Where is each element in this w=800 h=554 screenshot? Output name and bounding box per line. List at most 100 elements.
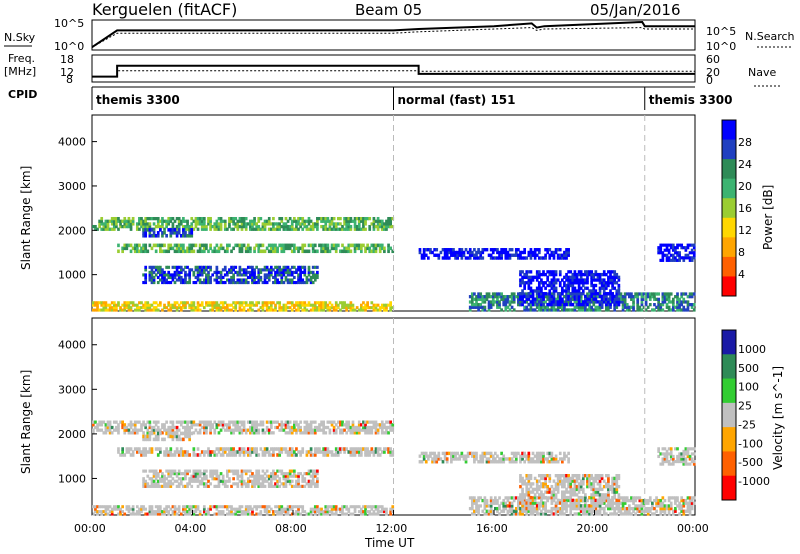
- heatmap-cell: [387, 224, 390, 229]
- heatmap-cell: [244, 227, 248, 231]
- heatmap-cell: [207, 510, 210, 514]
- heatmap-cell: [184, 270, 187, 274]
- heatmap-cell: [309, 303, 313, 307]
- heatmap-cell: [211, 450, 215, 454]
- heatmap-cell: [475, 506, 478, 511]
- heatmap-cell: [535, 302, 539, 307]
- heatmap-cell: [525, 256, 529, 260]
- heatmap-cell: [565, 294, 568, 299]
- heatmap-cell: [226, 512, 229, 516]
- heatmap-cell: [542, 454, 545, 458]
- heatmap-cell: [202, 477, 206, 481]
- heatmap-cell: [565, 253, 568, 257]
- heatmap-cell: [594, 283, 598, 288]
- heatmap-cell: [190, 474, 194, 478]
- heatmap-cell: [286, 474, 290, 478]
- heatmap-cell: [301, 510, 305, 514]
- heatmap-cell: [238, 249, 242, 254]
- heatmap-cell: [477, 295, 480, 299]
- heatmap-cell: [171, 512, 175, 516]
- heatmap-cell: [483, 305, 487, 309]
- heatmap-cell: [540, 302, 543, 307]
- heatmap-cell: [148, 233, 152, 238]
- heatmap-cell: [600, 281, 604, 285]
- heatmap-cell: [581, 289, 585, 293]
- heatmap-cell: [184, 233, 187, 238]
- heatmap-cell: [644, 498, 648, 503]
- heatmap-cell: [219, 301, 223, 305]
- heatmap-cell: [657, 251, 661, 255]
- heatmap-cell: [420, 451, 424, 456]
- heatmap-cell: [297, 505, 300, 509]
- heatmap-cell: [517, 297, 520, 301]
- heatmap-cell: [246, 270, 250, 274]
- heatmap-cell: [219, 512, 223, 516]
- heatmap-cell: [102, 224, 106, 229]
- heatmap-cell: [148, 222, 152, 226]
- heatmap-cell: [355, 431, 359, 435]
- heatmap-cell: [510, 509, 514, 513]
- heatmap-cell: [561, 278, 564, 282]
- heatmap-cell: [169, 308, 173, 312]
- heatmap-cell: [131, 453, 135, 457]
- heatmap-cell: [357, 308, 361, 312]
- heatmap-cell: [177, 275, 181, 280]
- heatmap-cell: [651, 506, 654, 511]
- heatmap-cell: [464, 248, 468, 252]
- heatmap-cell: [167, 270, 171, 274]
- heatmap-cell: [175, 420, 179, 424]
- heatmap-cell: [228, 479, 231, 483]
- heatmap-cell: [523, 248, 527, 252]
- heatmap-cell: [322, 423, 326, 427]
- heatmap-cell: [332, 453, 336, 457]
- heatmap-cell: [370, 301, 374, 305]
- heatmap-cell: [542, 294, 545, 299]
- heatmap-cell: [322, 216, 326, 221]
- heatmap-cell: [592, 272, 596, 277]
- heatmap-cell: [389, 447, 393, 451]
- heatmap-cell: [228, 219, 231, 223]
- heatmap-cell: [527, 501, 531, 505]
- heatmap-cell: [636, 300, 640, 304]
- heatmap-cell: [316, 450, 319, 454]
- heatmap-cell: [280, 268, 284, 272]
- heatmap-cell: [161, 437, 164, 442]
- heatmap-cell: [665, 506, 669, 511]
- heatmap-cell: [376, 450, 380, 454]
- heatmap-cell: [146, 222, 150, 226]
- heatmap-cell: [288, 420, 292, 424]
- heatmap-cell: [240, 278, 244, 282]
- heatmap-cell: [502, 504, 506, 508]
- heatmap-cell: [154, 437, 158, 442]
- heatmap-cell: [320, 303, 323, 307]
- heatmap-cell: [313, 306, 317, 310]
- heatmap-cell: [244, 268, 248, 272]
- heatmap-cell: [284, 447, 288, 451]
- heatmap-cell: [263, 275, 267, 280]
- heatmap-cell: [590, 292, 594, 296]
- heatmap-cell: [479, 457, 483, 461]
- heatmap-cell: [552, 512, 556, 516]
- heatmap-cell: [202, 420, 206, 424]
- heatmap-cell: [682, 501, 686, 505]
- heatmap-cell: [364, 246, 367, 251]
- heatmap-cell: [429, 248, 432, 252]
- heatmap-cell: [303, 224, 307, 229]
- heatmap-cell: [230, 420, 233, 424]
- heatmap-cell: [138, 420, 141, 424]
- heatmap-cell: [669, 506, 673, 511]
- heatmap-cell: [663, 504, 667, 508]
- heatmap-cell: [100, 216, 104, 221]
- heatmap-cell: [345, 224, 349, 229]
- heatmap-cell: [280, 447, 284, 451]
- heatmap-cell: [475, 454, 478, 458]
- heatmap-cell: [267, 306, 271, 310]
- heatmap-cell: [316, 216, 319, 221]
- heatmap-cell: [479, 295, 483, 299]
- heatmap-cell: [665, 303, 669, 307]
- heatmap-cell: [487, 305, 491, 309]
- heatmap-cell: [286, 246, 290, 251]
- heatmap-cell: [146, 420, 150, 424]
- heatmap-cell: [332, 431, 336, 435]
- heatmap-cell: [194, 428, 198, 432]
